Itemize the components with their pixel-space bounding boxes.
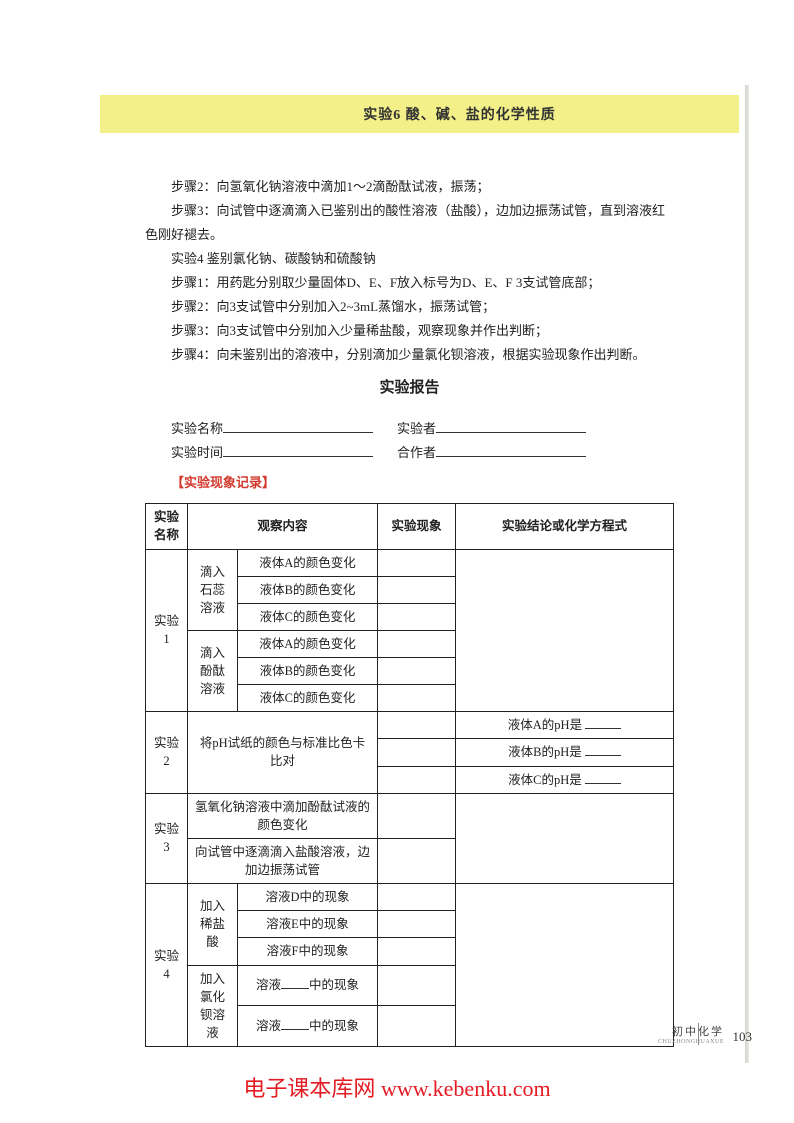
paragraph-step3: 步骤3：向试管中逐滴滴入已鉴别出的酸性溶液（盐酸），边加边振荡试管，直到溶液红色…	[145, 199, 674, 247]
page-container: 实验6 酸、碱、盐的化学性质 步骤2：向氢氧化钠溶液中滴加1～2滴酚酞试液，振荡…	[0, 0, 794, 1123]
cell-exp1-r4: 液体A的颜色变化	[238, 630, 378, 657]
cell-exp3-conclusion[interactable]	[456, 793, 674, 884]
label-experimenter: 实验者	[397, 417, 436, 441]
content-area: 步骤2：向氢氧化钠溶液中滴加1～2滴酚酞试液，振荡； 步骤3：向试管中逐滴滴入已…	[145, 175, 674, 1047]
cell-exp1-sub2: 滴入 酚酞 溶液	[188, 630, 238, 711]
cell-exp1-r2: 液体B的颜色变化	[238, 576, 378, 603]
cell-exp2-label: 实验2	[146, 712, 188, 793]
paper-edge	[745, 85, 749, 1063]
cell-exp1-r1: 液体A的颜色变化	[238, 549, 378, 576]
blank-exp-name[interactable]	[223, 420, 373, 433]
page-footer: 初中化学 CHUZHONGHUAXUE 103	[658, 1023, 724, 1045]
watermark-url: www.kebenku.com	[381, 1076, 551, 1101]
label-time: 实验时间	[171, 441, 223, 465]
cell-exp4-r1: 溶液D中的现象	[238, 884, 378, 911]
cell-blank[interactable]	[378, 938, 456, 965]
th-conclusion: 实验结论或化学方程式	[456, 504, 674, 549]
cell-exp1-sub1: 滴入 石蕊 溶液	[188, 549, 238, 630]
blank-collaborator[interactable]	[436, 444, 586, 457]
cell-exp4-label: 实验4	[146, 884, 188, 1047]
table-row: 实验3 氢氧化钠溶液中滴加酚酞试液的颜色变化	[146, 793, 674, 838]
paragraph-exp4-step4: 步骤4：向未鉴别出的溶液中，分别滴加少量氯化钡溶液，根据实验现象作出判断。	[145, 343, 674, 367]
cell-exp2-obs: 将pH试纸的颜色与标准比色卡比对	[188, 712, 378, 793]
blank-experimenter[interactable]	[436, 420, 586, 433]
field-exp-name: 实验名称	[171, 417, 373, 441]
cell-exp1-conclusion[interactable]	[456, 549, 674, 712]
cell-blank[interactable]	[378, 766, 456, 793]
cell-blank[interactable]	[378, 658, 456, 685]
paragraph-exp4-step3: 步骤3：向3支试管中分别加入少量稀盐酸，观察现象并作出判断；	[145, 319, 674, 343]
field-time: 实验时间	[171, 441, 373, 465]
watermark: 电子课本库网 www.kebenku.com	[0, 1071, 794, 1103]
cell-blank[interactable]	[378, 838, 456, 883]
field-collaborator: 合作者	[397, 441, 586, 465]
cell-blank[interactable]	[378, 630, 456, 657]
cell-exp2-c3: 液体C的pH是	[456, 766, 674, 793]
blank-time[interactable]	[223, 444, 373, 457]
field-experimenter: 实验者	[397, 417, 586, 441]
th-obs-content: 观察内容	[188, 504, 378, 549]
th-exp-name: 实验 名称	[146, 504, 188, 549]
cell-exp4-r3: 溶液F中的现象	[238, 938, 378, 965]
chapter-title: 实验6 酸、碱、盐的化学性质	[363, 104, 556, 124]
blank-ph-c[interactable]	[585, 772, 621, 783]
table-row: 实验4 加入 稀盐酸 溶液D中的现象	[146, 884, 674, 911]
footer-subject: 初中化学	[658, 1023, 724, 1039]
report-title: 实验报告	[145, 375, 674, 403]
blank-solution-2[interactable]	[281, 1019, 309, 1030]
cell-exp4-r5: 溶液中的现象	[238, 1006, 378, 1047]
paragraph-step2: 步骤2：向氢氧化钠溶液中滴加1～2滴酚酞试液，振荡；	[145, 175, 674, 199]
cell-exp4-r4: 溶液中的现象	[238, 965, 378, 1006]
paragraph-exp4-step2: 步骤2：向3支试管中分别加入2~3mL蒸馏水，振荡试管；	[145, 295, 674, 319]
cell-exp3-r2: 向试管中逐滴滴入盐酸溶液，边加边振荡试管	[188, 838, 378, 883]
cell-blank[interactable]	[378, 739, 456, 766]
cell-exp1-r3: 液体C的颜色变化	[238, 603, 378, 630]
record-label: 【实验现象记录】	[171, 471, 674, 495]
blank-solution-1[interactable]	[281, 978, 309, 989]
th-phenomenon: 实验现象	[378, 504, 456, 549]
cell-exp1-r6: 液体C的颜色变化	[238, 685, 378, 712]
paragraph-exp4-step1: 步骤1：用药匙分别取少量固体D、E、F放入标号为D、E、F 3支试管底部；	[145, 271, 674, 295]
cell-exp4-sub2: 加入氯化 钡溶液	[188, 965, 238, 1047]
cell-blank[interactable]	[378, 793, 456, 838]
cell-blank[interactable]	[378, 712, 456, 739]
blank-ph-a[interactable]	[585, 718, 621, 729]
cell-exp2-c2: 液体B的pH是	[456, 739, 674, 766]
footer-page-num: 103	[733, 1029, 753, 1045]
footer-pinyin: CHUZHONGHUAXUE	[658, 1039, 724, 1045]
cell-exp4-r2: 溶液E中的现象	[238, 911, 378, 938]
cell-blank[interactable]	[378, 576, 456, 603]
cell-exp1-label: 实验1	[146, 549, 188, 712]
cell-exp2-c1: 液体A的pH是	[456, 712, 674, 739]
cell-blank[interactable]	[378, 911, 456, 938]
cell-blank[interactable]	[378, 685, 456, 712]
cell-blank[interactable]	[378, 884, 456, 911]
observation-table: 实验 名称 观察内容 实验现象 实验结论或化学方程式 实验1 滴入 石蕊 溶液 …	[145, 503, 674, 1047]
header-band: 实验6 酸、碱、盐的化学性质	[100, 95, 739, 133]
form-row-1: 实验名称 实验者	[171, 417, 674, 441]
label-exp-name: 实验名称	[171, 417, 223, 441]
table-row: 实验1 滴入 石蕊 溶液 液体A的颜色变化	[146, 549, 674, 576]
cell-blank[interactable]	[378, 1006, 456, 1047]
cell-exp1-r5: 液体B的颜色变化	[238, 658, 378, 685]
cell-blank[interactable]	[378, 603, 456, 630]
blank-ph-b[interactable]	[585, 745, 621, 756]
table-row: 实验2 将pH试纸的颜色与标准比色卡比对 液体A的pH是	[146, 712, 674, 739]
cell-blank[interactable]	[378, 965, 456, 1006]
form-row-2: 实验时间 合作者	[171, 441, 674, 465]
paragraph-exp4-title: 实验4 鉴别氯化钠、碳酸钠和硫酸钠	[145, 247, 674, 271]
cell-blank[interactable]	[378, 549, 456, 576]
watermark-site-name: 电子课本库网	[243, 1076, 375, 1101]
cell-exp4-conclusion[interactable]	[456, 884, 674, 1047]
cell-exp4-sub1: 加入 稀盐酸	[188, 884, 238, 965]
table-header-row: 实验 名称 观察内容 实验现象 实验结论或化学方程式	[146, 504, 674, 549]
cell-exp3-label: 实验3	[146, 793, 188, 884]
label-collaborator: 合作者	[397, 441, 436, 465]
cell-exp3-r1: 氢氧化钠溶液中滴加酚酞试液的颜色变化	[188, 793, 378, 838]
